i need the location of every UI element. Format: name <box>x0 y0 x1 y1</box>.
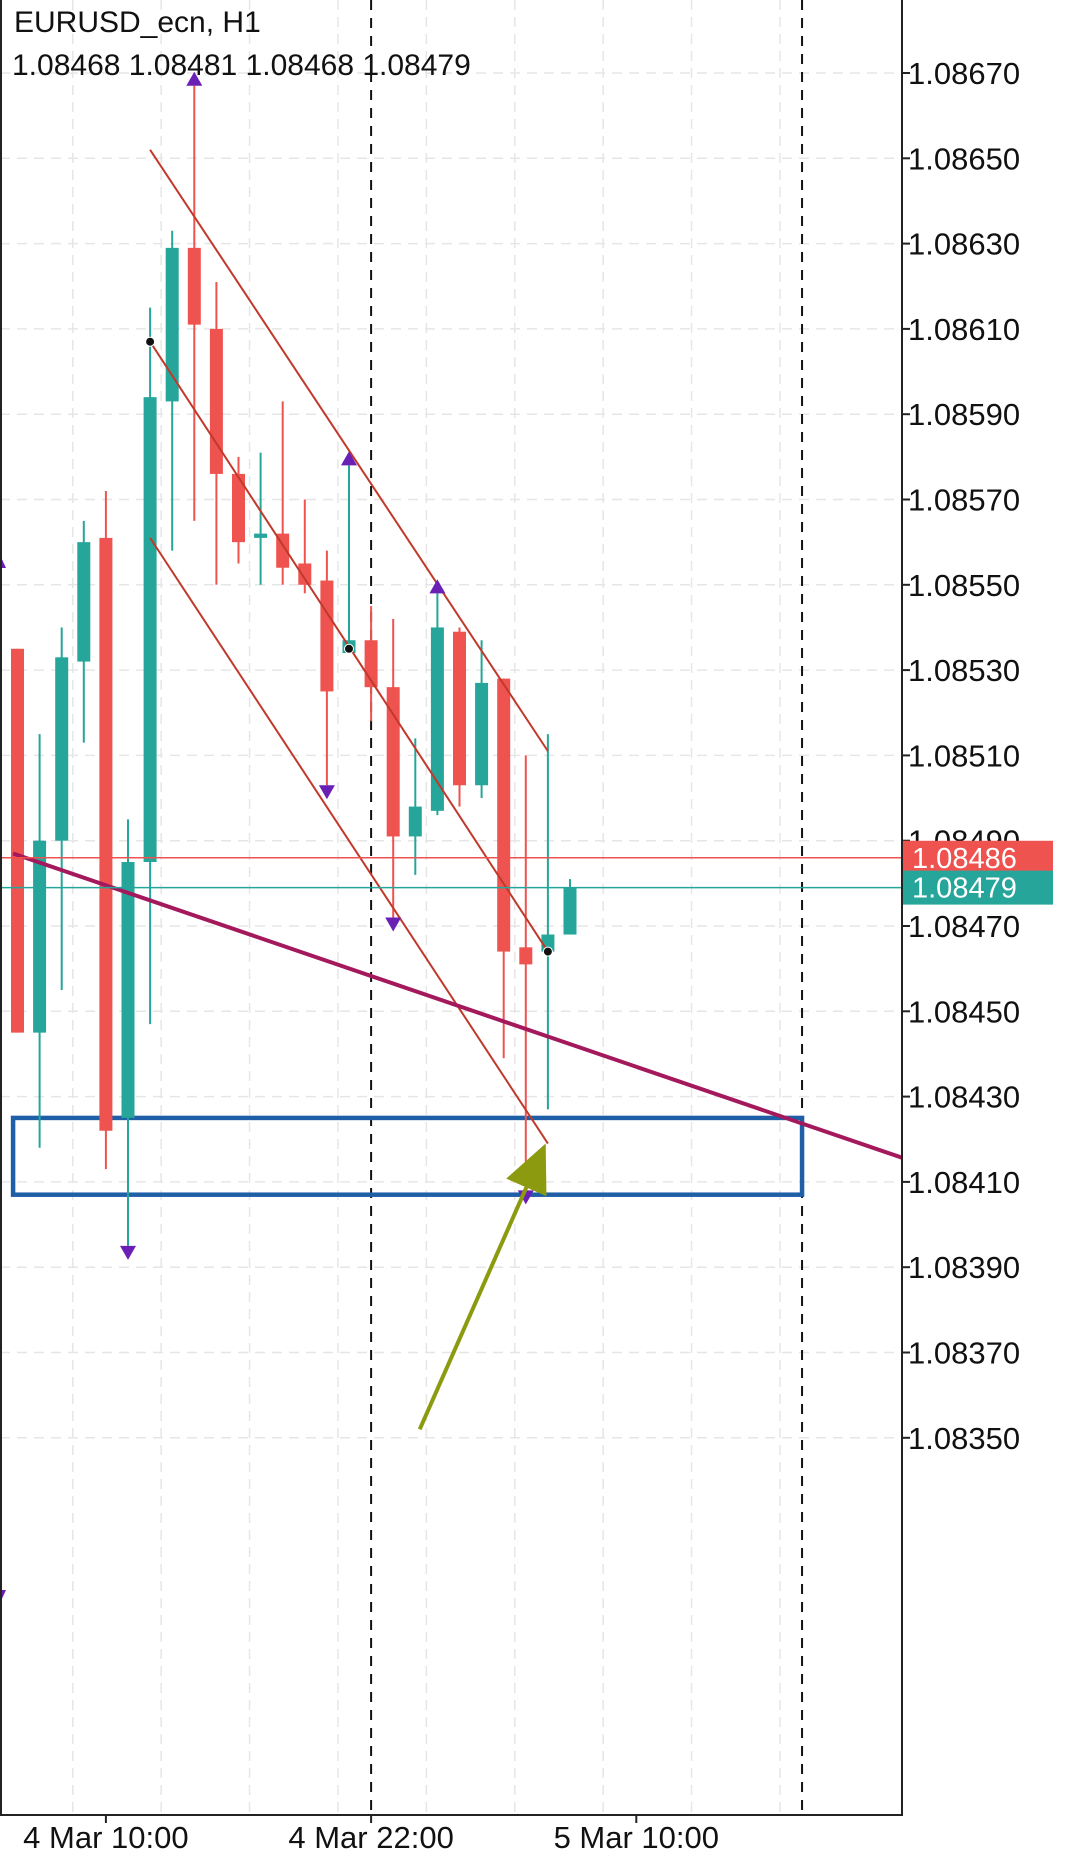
candle-body-bear <box>386 687 400 837</box>
candle-body-bear <box>320 580 334 692</box>
price-tick-label: 1.08590 <box>908 397 1020 432</box>
candle-body-bull <box>408 806 422 837</box>
candle-body-bear <box>497 678 511 952</box>
period-separators <box>370 0 804 1815</box>
fractal-up-marker <box>429 579 446 594</box>
candle-body-bear <box>209 328 223 474</box>
price-tick-label: 1.08430 <box>908 1080 1020 1115</box>
support-zone-rect[interactable] <box>10 1115 805 1197</box>
price-axis[interactable]: 1.08670 1.08650 1.08630 1.08610 1.08590 1.085… <box>902 56 1020 1456</box>
anchor-point <box>542 946 553 957</box>
support-zone[interactable] <box>10 1115 805 1197</box>
candle-body-bear <box>99 537 113 1131</box>
arrow-head[interactable] <box>506 1143 547 1197</box>
point-markers <box>145 336 553 957</box>
channel-line[interactable] <box>149 149 549 752</box>
candle-body-bear <box>298 563 312 585</box>
price-tick-label: 1.08410 <box>908 1165 1020 1200</box>
anchor-point <box>344 643 354 654</box>
price-tick-label: 1.08650 <box>908 141 1020 176</box>
time-tick-label: 4 Mar 10:00 <box>23 1820 188 1855</box>
arrow-shaft[interactable] <box>417 1186 529 1431</box>
trendlines[interactable] <box>12 149 911 1163</box>
magenta-trendline[interactable] <box>12 851 911 1163</box>
ask-price-tag <box>903 840 1053 875</box>
price-tick-label: 1.08450 <box>908 994 1020 1029</box>
candle-body-bull <box>33 840 47 1033</box>
fractal-up-marker <box>341 451 357 466</box>
price-tick-label: 1.08670 <box>908 56 1020 91</box>
price-axis-background <box>903 0 1080 1816</box>
fractal-down-marker <box>385 917 402 932</box>
price-tick-label: 1.08570 <box>908 483 1020 518</box>
price-tick-label: 1.08350 <box>908 1421 1020 1456</box>
candle-body-bear <box>232 473 245 543</box>
grid-layer <box>0 0 902 1815</box>
price-tick-label: 1.08390 <box>908 1250 1020 1285</box>
price-tick-label: 1.08470 <box>908 909 1020 944</box>
time-tick-label: 4 Mar 22:00 <box>288 1820 453 1855</box>
time-tick-label: 5 Mar 10:00 <box>554 1820 719 1855</box>
candle-body-bull <box>475 682 489 786</box>
candle-body-bull <box>121 862 135 1118</box>
channel-line[interactable] <box>149 537 549 1145</box>
candle-body-bull <box>430 627 444 811</box>
price-tick-label: 1.08630 <box>908 227 1020 262</box>
time-axis[interactable]: 4 Mar 10:00 4 Mar 22:00 5 Mar 10:00 <box>23 1815 719 1855</box>
fractal-down-marker <box>318 785 335 800</box>
candle-body-bear <box>11 648 24 1033</box>
bid-price-tag-text: 1.08479 <box>912 873 1017 905</box>
fractal-down-marker <box>120 1245 136 1260</box>
candle-body-bear <box>276 533 290 568</box>
fractal-up-marker <box>186 71 203 86</box>
symbol-title: EURUSD_ecn, H1 <box>14 6 261 39</box>
candle-body-bull <box>55 657 69 841</box>
candle-body-bull <box>77 542 91 662</box>
candle-body-bear <box>519 947 533 965</box>
price-tick-label: 1.08510 <box>908 738 1020 773</box>
current-price-lines <box>0 857 903 889</box>
ohlc-readout: 1.08468 1.08481 1.08468 1.08479 <box>12 49 471 82</box>
candle-body-bull <box>165 247 179 402</box>
candle-body-bull <box>254 533 268 538</box>
price-tick-label: 1.08610 <box>908 312 1020 347</box>
arrow-annotation[interactable] <box>417 1143 547 1431</box>
fractal-markers <box>0 71 534 1603</box>
candle-body-bear <box>187 247 201 325</box>
candle-body-bull <box>143 397 157 863</box>
candles <box>11 85 577 1246</box>
bid-price-tag <box>903 870 1053 905</box>
candle-body-bear <box>453 631 466 786</box>
ask-price-tag-text: 1.08486 <box>912 843 1017 875</box>
price-tick-label: 1.08530 <box>908 653 1020 688</box>
anchor-point <box>145 336 156 347</box>
candle-body-bull <box>563 887 577 935</box>
price-tick-label: 1.08550 <box>908 568 1020 603</box>
price-tick-label: 1.08370 <box>908 1336 1020 1371</box>
